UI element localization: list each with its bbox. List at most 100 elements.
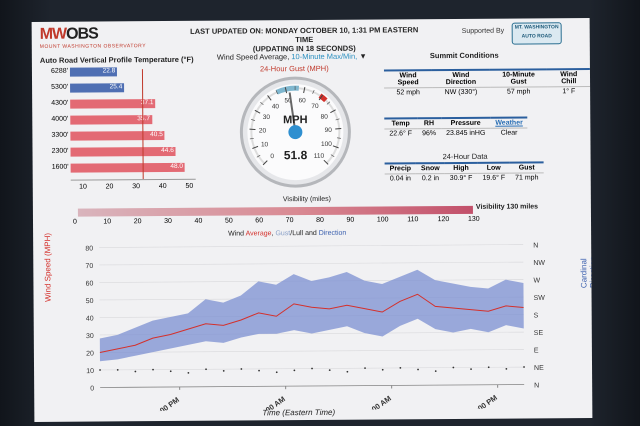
wc-title-avg: Average	[245, 230, 272, 238]
direction-y-tick: N	[533, 242, 538, 249]
direction-point	[417, 368, 419, 371]
summit-header: Wind Direction	[432, 69, 490, 88]
visibility-tick: 80	[316, 216, 324, 224]
visibility-tick: 90	[346, 216, 355, 224]
wind-y-tick: 10	[86, 368, 94, 375]
summit-header[interactable]: Weather	[490, 117, 528, 129]
summit-header: RH	[416, 118, 442, 129]
updated-line: LAST UPDATED ON: MONDAY OCTOBER 10, 1:31…	[190, 25, 419, 45]
direction-point	[311, 367, 313, 370]
direction-point	[152, 368, 154, 371]
direction-point	[381, 368, 384, 371]
direction-point	[364, 367, 366, 370]
summit-value: 0.04 in	[389, 175, 411, 183]
summit-wind-table: Wind Speed Wind Direction 10-Minute Gust Wi…	[383, 68, 591, 97]
profile-bar: 44.6	[70, 146, 176, 157]
wind-y-tick: 40	[86, 316, 94, 323]
summit-header: 10-Minute Gust	[489, 69, 548, 88]
profile-elevation-label: 6288'	[51, 67, 68, 75]
visibility-label: Visibility (miles)	[282, 195, 331, 204]
direction-point	[434, 370, 437, 373]
gauge-tick-label: 30	[263, 114, 271, 121]
summit-value: NW (330°)	[444, 88, 478, 97]
gauge-tick-mark	[335, 118, 340, 121]
profile-elevation-label: 4000'	[51, 115, 69, 123]
profile-bar: 25.4	[70, 83, 125, 93]
wind-speed-axis-label: Wind Speed (MPH)	[43, 232, 53, 302]
profile-x-tick: 30	[132, 183, 141, 191]
direction-y-tick: E	[534, 347, 539, 354]
direction-point	[99, 369, 101, 371]
gauge-tick-label: 40	[272, 103, 280, 110]
gauge-range-arc	[275, 85, 300, 95]
gauge-tick-mark	[254, 109, 261, 114]
visibility-tick: 40	[194, 217, 203, 225]
profile-bar-value: 44.6	[161, 146, 174, 155]
gauge-tick-mark	[326, 101, 331, 105]
summit-header: Wind Chill	[547, 69, 591, 87]
visibility-bar	[77, 205, 473, 217]
summit-value: 0.2 in	[421, 175, 440, 183]
wind-history-chart: 0 10 20 30 40 50 60 70 80 N NE E SE S SW W NW N 6:00 PM 12:…	[85, 242, 546, 412]
gauge-hub	[288, 125, 303, 140]
profile-x-tick: 10	[79, 183, 87, 191]
wind-x-tick: 12:00 PM	[467, 393, 499, 412]
summit-header: Low	[477, 162, 511, 174]
gauge-tick-label: 10	[261, 141, 269, 148]
direction-y-tick: SW	[534, 295, 546, 302]
gauge-title-max: 10-Minute Max/Min,	[291, 51, 358, 62]
profile-elevation-label: 2300'	[51, 147, 69, 155]
gauge-tick-label: 100	[321, 141, 332, 148]
wind-chart-title: Wind Average, Gust/Lull and Direction	[228, 229, 347, 238]
dropdown-arrow-icon[interactable]: ▼	[359, 51, 367, 61]
gauge-gust-title: 24-Hour Gust (MPH)	[259, 63, 329, 74]
wind-y-tick: 20	[86, 351, 94, 358]
profile-bar: 35.7	[70, 115, 152, 125]
direction-point	[169, 370, 172, 373]
summit-value: 57 mph	[506, 88, 531, 96]
wind-y-tick: 60	[86, 281, 94, 288]
direction-y-tick: NW	[533, 260, 545, 267]
visibility-tick: 20	[133, 218, 142, 226]
24-hour-data-title: 24-Hour Data	[442, 151, 488, 162]
gauge-tick-mark	[323, 159, 329, 165]
logo-mw-text: MW	[39, 25, 67, 43]
wind-gridline	[99, 261, 524, 266]
summit-24h-table: Precip Snow High Low Gust 0.04 in 0.2 in 30.9° …	[384, 161, 544, 183]
profile-x-tick: 40	[158, 183, 167, 191]
gauge-tick-label: 70	[311, 103, 319, 110]
gauge-tick-mark	[284, 87, 288, 94]
direction-y-tick: N	[534, 382, 539, 389]
gauge-tick-label: 0	[270, 153, 274, 160]
wind-y-tick: 0	[90, 386, 94, 393]
gauge-tick-mark	[336, 137, 342, 139]
visibility-tick: 30	[164, 217, 172, 226]
profile-bar: 40.5	[70, 131, 165, 141]
direction-point	[187, 371, 190, 374]
wc-title-and: and	[303, 229, 319, 238]
gauge-tick-mark	[267, 95, 272, 101]
visibility-tick: 120	[437, 216, 450, 224]
profile-x-axis	[70, 178, 196, 181]
direction-point	[258, 369, 260, 372]
profile-x-tick: 50	[185, 182, 194, 190]
profile-bar-value: 25.4	[109, 83, 123, 91]
visibility-tick: 60	[255, 217, 264, 225]
auto-road-logo[interactable]: MT. WASHINGTON AUTO ROAD	[511, 22, 562, 45]
direction-point	[487, 366, 490, 369]
gauge-tick-mark	[262, 160, 268, 166]
visibility-tick: 130	[467, 215, 480, 223]
wind-gridline	[99, 244, 524, 248]
time-axis-label: Time (Eastern Time)	[262, 407, 336, 418]
profile-bar-value: 48.0	[170, 162, 184, 170]
gauge-value: 51.8	[284, 148, 308, 162]
gauge-gust-marker	[318, 93, 328, 103]
logo-subtitle: MOUNT WASHINGTON OBSERVATORY	[39, 43, 147, 50]
visibility-tick: 100	[376, 216, 389, 224]
gauge-tick-mark	[256, 154, 261, 158]
gauge-tick-mark	[252, 145, 259, 149]
wind-gridline	[99, 349, 524, 353]
direction-axis-label: Cardinal Direction	[579, 256, 593, 289]
profile-elevation-label: 5300'	[51, 83, 69, 91]
mwobs-logo[interactable]: MWOBS	[40, 25, 98, 43]
